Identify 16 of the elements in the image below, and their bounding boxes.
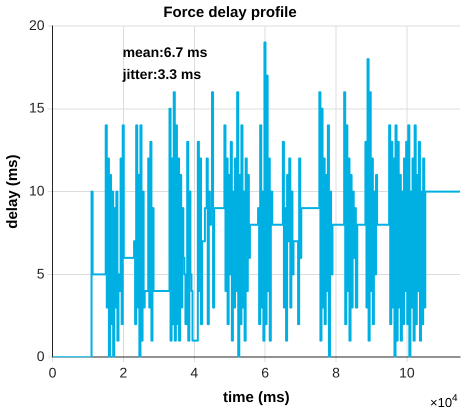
x-tick-label: 6 xyxy=(261,364,270,380)
x-axis-title: time (ms) xyxy=(222,389,290,406)
annotation: jitter:3.3 ms xyxy=(122,66,202,82)
x-tick-label: 4 xyxy=(190,364,198,380)
y-axis-title: delay (ms) xyxy=(4,154,22,229)
annotation: mean:6.7 ms xyxy=(122,44,208,60)
y-tick-label: 0 xyxy=(36,348,45,364)
y-tick-label: 5 xyxy=(36,265,45,282)
y-tick-label: 10 xyxy=(28,182,45,198)
x-tick-label: 8 xyxy=(332,364,340,380)
x-tick-label: 10 xyxy=(399,364,415,380)
x-tick-label: 0 xyxy=(48,364,57,380)
y-tick-label: 20 xyxy=(28,16,45,33)
y-tick-label: 15 xyxy=(28,100,45,116)
x-tick-label: 2 xyxy=(120,364,128,380)
chart-title: Force delay profile xyxy=(163,4,297,22)
